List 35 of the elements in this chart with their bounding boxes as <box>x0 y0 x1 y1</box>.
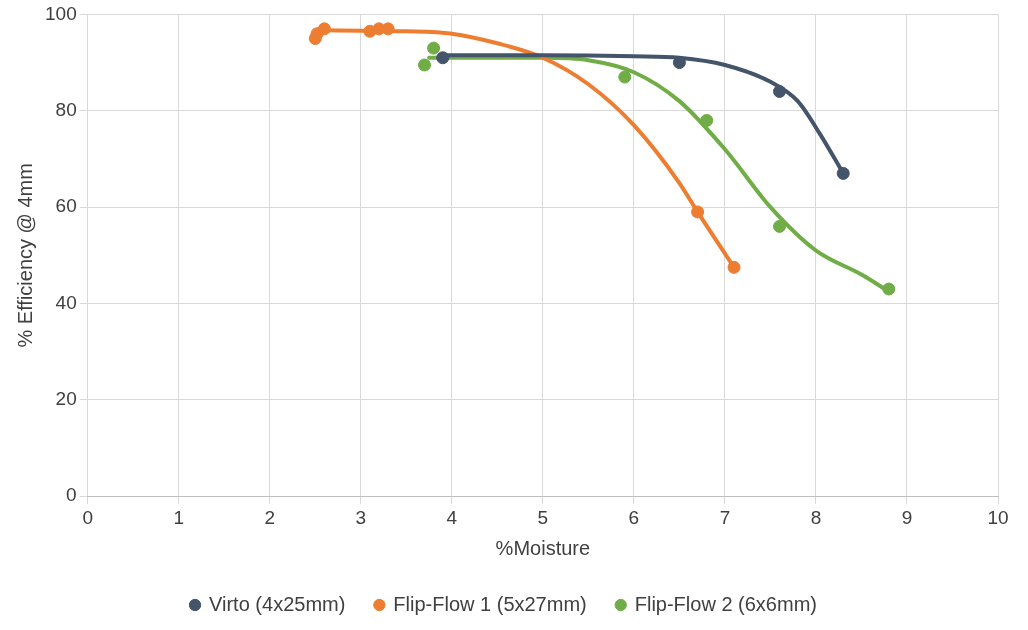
point <box>427 41 441 55</box>
y-tick-label: 0 <box>66 484 77 506</box>
point <box>727 260 741 274</box>
x-axis-title: %Moisture <box>495 536 591 559</box>
y-tick-label: 20 <box>55 388 77 410</box>
point <box>381 22 395 36</box>
x-tick-label: 4 <box>446 506 458 528</box>
point <box>700 113 714 127</box>
x-tick-label: 10 <box>987 506 1009 528</box>
point <box>773 219 787 233</box>
x-tick-label: 1 <box>173 506 185 528</box>
point <box>436 51 450 65</box>
y-axis-title: % Efficiency @ 4mm <box>13 163 36 348</box>
x-tick-label: 0 <box>82 506 93 528</box>
y-tick-label: 80 <box>55 98 77 120</box>
legend-label: Flip-Flow 1 (5x27mm) <box>393 592 587 615</box>
x-tick-label: 7 <box>719 506 731 528</box>
x-tick-label: 5 <box>537 506 549 528</box>
x-tick-label: 2 <box>264 506 276 528</box>
legend-label: Virto (4x25mm) <box>209 592 346 615</box>
x-tick-label: 8 <box>810 506 822 528</box>
x-tick-label: 3 <box>355 506 367 528</box>
y-tick-label: 60 <box>55 195 77 217</box>
point <box>836 166 850 180</box>
point <box>773 84 787 98</box>
point <box>618 70 632 84</box>
y-tick-label: 40 <box>55 291 77 313</box>
x-tick-label: 9 <box>901 506 913 528</box>
point <box>882 282 896 296</box>
point <box>317 22 331 36</box>
legend-label: Flip-Flow 2 (6x6mm) <box>634 592 817 615</box>
y-tick-label: 100 <box>45 2 77 24</box>
point <box>418 58 432 72</box>
x-tick-label: 6 <box>628 506 640 528</box>
point <box>691 205 705 219</box>
